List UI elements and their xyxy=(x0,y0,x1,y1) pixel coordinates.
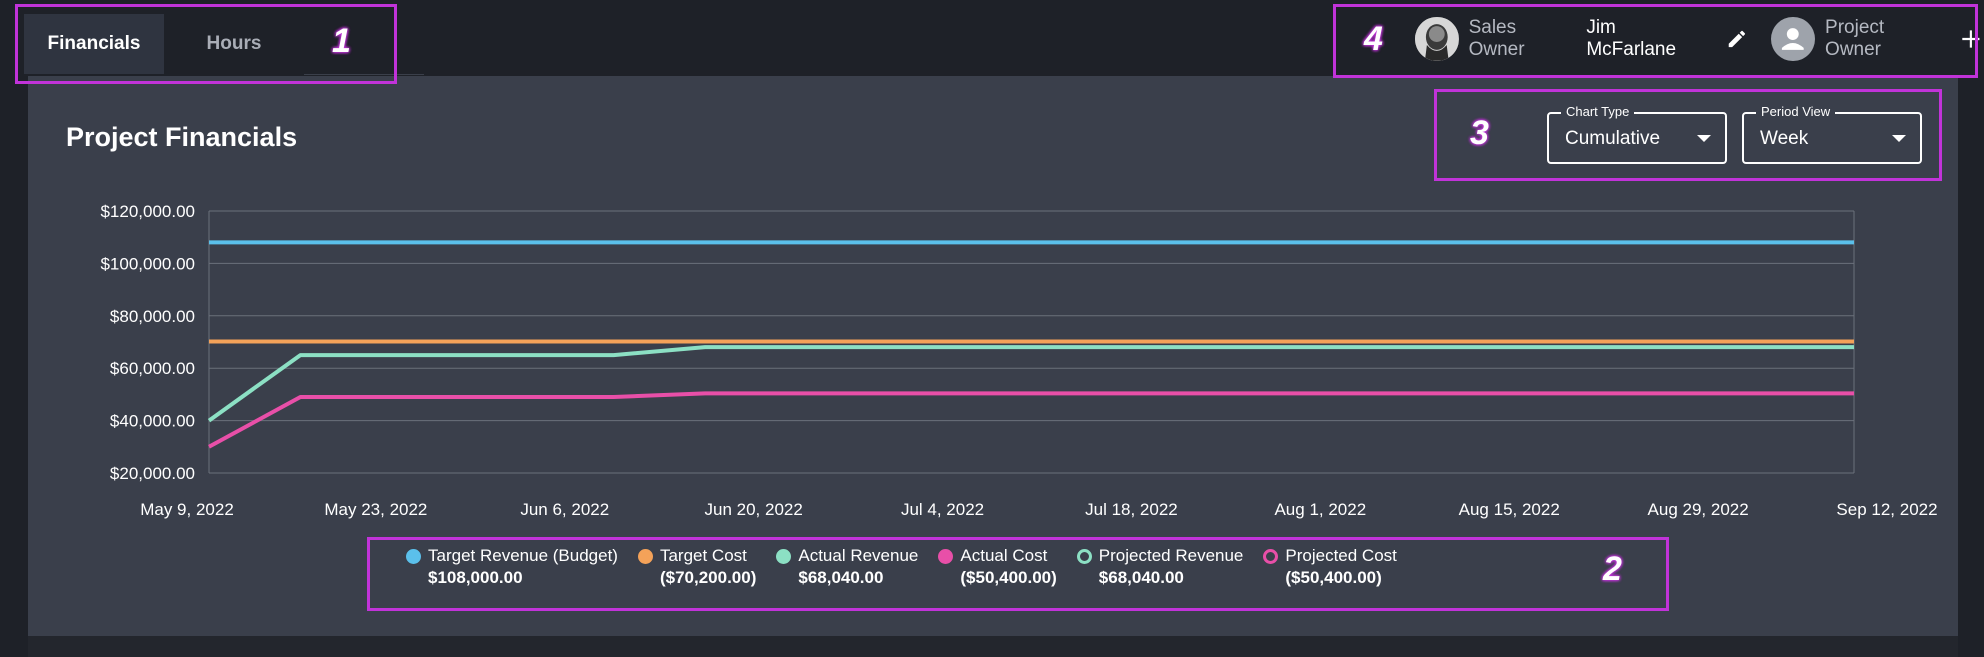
legend-item[interactable]: Actual Cost ($50,400.00) xyxy=(938,546,1057,588)
legend-label: Actual Revenue xyxy=(798,546,919,565)
tab-bar-filler xyxy=(304,14,424,75)
legend-total: ($70,200.00) xyxy=(659,568,757,587)
person-icon xyxy=(1782,28,1805,50)
circle-outline-icon xyxy=(1076,549,1092,564)
sales-owner-avatar xyxy=(1415,17,1459,61)
x-tick-label: Aug 1, 2022 xyxy=(1274,500,1366,519)
annotation-number-3: 3 xyxy=(1470,114,1489,152)
x-tick-label: Aug 29, 2022 xyxy=(1648,500,1749,519)
period-view-value: Week xyxy=(1760,128,1809,149)
legend-total: $108,000.00 xyxy=(428,568,523,587)
y-tick-label: $100,000.00 xyxy=(100,254,195,273)
x-tick-label: Sep 12, 2022 xyxy=(1836,500,1937,519)
legend-total: ($50,400.00) xyxy=(1285,568,1382,587)
tab-bar: Financials Hours xyxy=(24,14,424,75)
annotation-number-2: 2 xyxy=(1603,550,1622,588)
legend-item[interactable]: Actual Revenue $68,040.00 xyxy=(776,546,918,588)
y-tick-label: $40,000.00 xyxy=(110,412,195,431)
period-view-select[interactable]: Period View Week xyxy=(1742,104,1922,164)
chevron-down-icon xyxy=(1697,135,1711,142)
annotation-box-1 xyxy=(15,4,397,84)
pencil-icon[interactable] xyxy=(1726,28,1748,50)
project-owner-label: Project Owner xyxy=(1825,17,1885,60)
chart-type-label: Chart Type xyxy=(1561,104,1635,119)
legend-total: $68,040.00 xyxy=(1098,568,1184,587)
circle-outline-icon xyxy=(1263,549,1279,564)
series-line-actual-cost xyxy=(208,391,1854,449)
person-photo-icon xyxy=(1415,17,1459,61)
legend-label: Target Revenue (Budget) xyxy=(428,546,618,565)
legend-item[interactable]: Target Revenue (Budget) $108,000.00 xyxy=(406,546,618,588)
tab-financials[interactable]: Financials xyxy=(24,14,164,74)
legend-label: Actual Cost xyxy=(960,546,1048,565)
legend-total: $68,040.00 xyxy=(798,568,884,587)
period-view-label: Period View xyxy=(1756,104,1836,119)
legend-label: Projected Revenue xyxy=(1098,546,1244,565)
y-tick-label: $80,000.00 xyxy=(110,307,195,326)
legend-item[interactable]: Projected Cost ($50,400.00) xyxy=(1263,546,1397,588)
y-tick-label: $20,000.00 xyxy=(110,464,195,483)
x-tick-label: Jun 6, 2022 xyxy=(520,500,609,519)
circle-filled-icon xyxy=(637,549,653,564)
circle-filled-icon xyxy=(406,549,421,564)
x-tick-label: Aug 15, 2022 xyxy=(1459,500,1560,519)
panel-footer-strip xyxy=(28,636,1958,657)
annotation-number-4: 4 xyxy=(1364,20,1383,58)
sales-owner-label: Sales Owner xyxy=(1468,17,1525,60)
annotation-box-3 xyxy=(1434,89,1942,181)
x-tick-label: Jun 20, 2022 xyxy=(705,500,803,519)
sales-owner-name: Jim McFarlane xyxy=(1586,17,1677,60)
legend-item[interactable]: Target Cost ($70,200.00) xyxy=(637,546,757,588)
x-tick-label: May 23, 2022 xyxy=(324,500,427,519)
project-owner-avatar xyxy=(1771,17,1816,61)
series-line-actual-revenue xyxy=(207,345,1854,423)
legend-total: ($50,400.00) xyxy=(960,568,1057,587)
chart-type-select[interactable]: Chart Type Cumulative xyxy=(1547,104,1727,164)
x-tick-label: May 9, 2022 xyxy=(140,500,234,519)
chevron-down-icon xyxy=(1892,135,1906,142)
legend-item[interactable]: Projected Revenue $68,040.00 xyxy=(1076,546,1244,588)
annotation-number-1: 1 xyxy=(332,22,351,60)
chart-legend: Target Revenue (Budget) $108,000.00 Target… xyxy=(406,546,1417,588)
legend-label: Projected Cost xyxy=(1285,546,1397,565)
owners-bar: Sales Owner Jim McFarlane Project Owner xyxy=(1415,14,1984,64)
x-tick-label: Jul 18, 2022 xyxy=(1085,500,1178,519)
chart-type-value: Cumulative xyxy=(1565,128,1661,149)
annotation-box-4 xyxy=(1333,4,1978,78)
annotation-box-2 xyxy=(367,537,1669,611)
x-tick-label: Jul 4, 2022 xyxy=(901,500,984,519)
page-title: Project Financials xyxy=(66,122,298,152)
legend-label: Target Cost xyxy=(659,546,747,565)
y-tick-label: $60,000.00 xyxy=(110,359,195,378)
tab-hours[interactable]: Hours xyxy=(206,33,262,54)
y-tick-label: $120,000.00 xyxy=(100,202,195,221)
circle-filled-icon xyxy=(776,549,792,564)
plus-icon[interactable] xyxy=(1958,26,1984,52)
circle-filled-icon xyxy=(938,549,954,564)
